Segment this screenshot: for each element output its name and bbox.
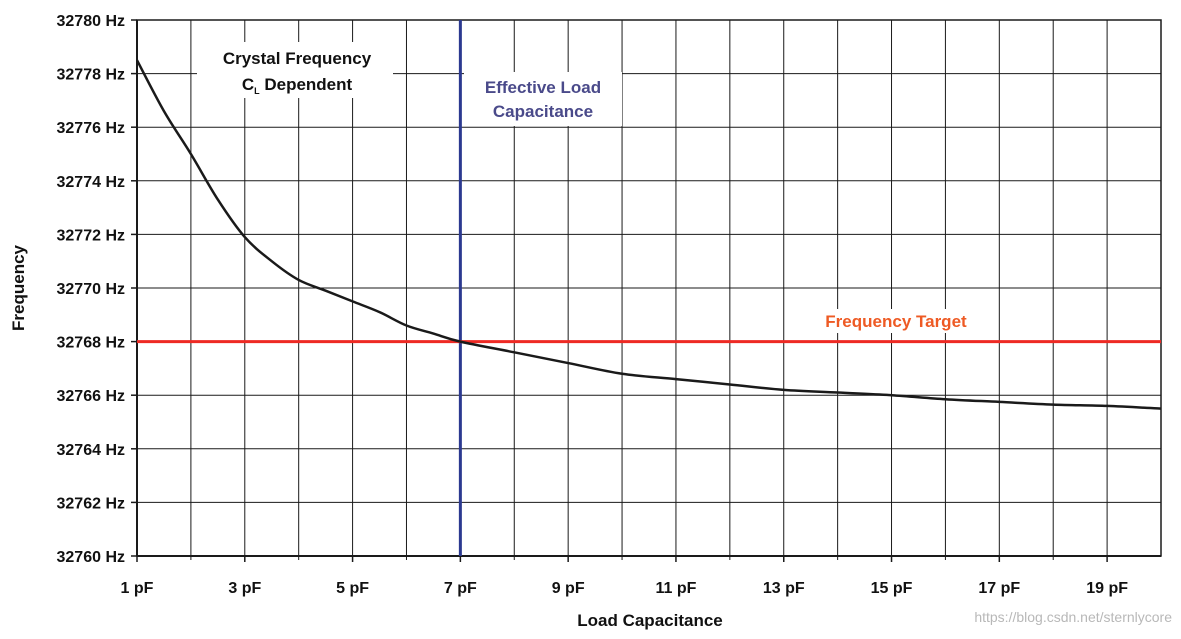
x-ticks-layer: 1 pF 3 pF 5 pF 7 pF 9 pF 11 pF 13 pF 15 pF 17 pF… [121, 556, 1128, 597]
y-tick-label: 32776 Hz [57, 120, 126, 137]
annotation-cl-main: C [242, 75, 254, 94]
annotation-line-2: CL Dependent [242, 75, 353, 96]
x-tick-label: 3 pF [228, 580, 261, 597]
x-tick-label: 19 pF [1086, 580, 1128, 597]
annotation-frequency-target: Frequency Target [804, 309, 988, 333]
y-tick-label: 32762 Hz [57, 495, 126, 512]
effective-load-line-1: Effective Load [485, 78, 601, 97]
y-ticks-layer: 32760 Hz 32762 Hz 32764 Hz 32766 Hz 32768 Hz… [57, 13, 137, 566]
annotation-line-1: Crystal Frequency [223, 49, 372, 68]
annotation-cl-subscript: L [254, 86, 260, 96]
y-tick-label: 32764 Hz [57, 442, 126, 459]
y-tick-label: 32760 Hz [57, 549, 126, 566]
y-tick-label: 32772 Hz [57, 227, 126, 244]
x-tick-label: 7 pF [444, 580, 477, 597]
effective-load-background [464, 72, 622, 126]
x-tick-label: 1 pF [121, 580, 154, 597]
annotation-crystal-frequency: Crystal Frequency CL Dependent [197, 42, 393, 98]
y-tick-label: 32780 Hz [57, 13, 126, 30]
x-tick-label: 5 pF [336, 580, 369, 597]
x-tick-label: 13 pF [763, 580, 805, 597]
watermark-text: https://blog.csdn.net/sternlycore [974, 609, 1172, 625]
series-layer [135, 59, 1162, 410]
y-tick-label: 32768 Hz [57, 335, 126, 352]
x-tick-label: 15 pF [871, 580, 913, 597]
y-axis-title: Frequency [9, 244, 28, 331]
x-axis-title: Load Capacitance [577, 611, 723, 630]
frequency-target-background [804, 309, 988, 333]
annotation-background [197, 42, 393, 98]
effective-load-line-2: Capacitance [493, 102, 593, 121]
grid-layer [136, 19, 1162, 557]
y-tick-label: 32770 Hz [57, 281, 126, 298]
annotation-line-2-rest: Dependent [260, 75, 353, 94]
y-tick-label: 32766 Hz [57, 388, 126, 405]
frequency-target-label: Frequency Target [825, 312, 967, 331]
y-tick-label: 32778 Hz [57, 67, 126, 84]
series-line-crystal-frequency [135, 59, 1162, 410]
x-tick-label: 9 pF [552, 580, 585, 597]
x-tick-label: 11 pF [655, 580, 696, 597]
x-tick-label: 17 pF [978, 580, 1020, 597]
reference-lines-layer [137, 20, 1161, 556]
annotation-effective-load: Effective Load Capacitance [464, 72, 622, 126]
y-tick-label: 32774 Hz [57, 174, 126, 191]
